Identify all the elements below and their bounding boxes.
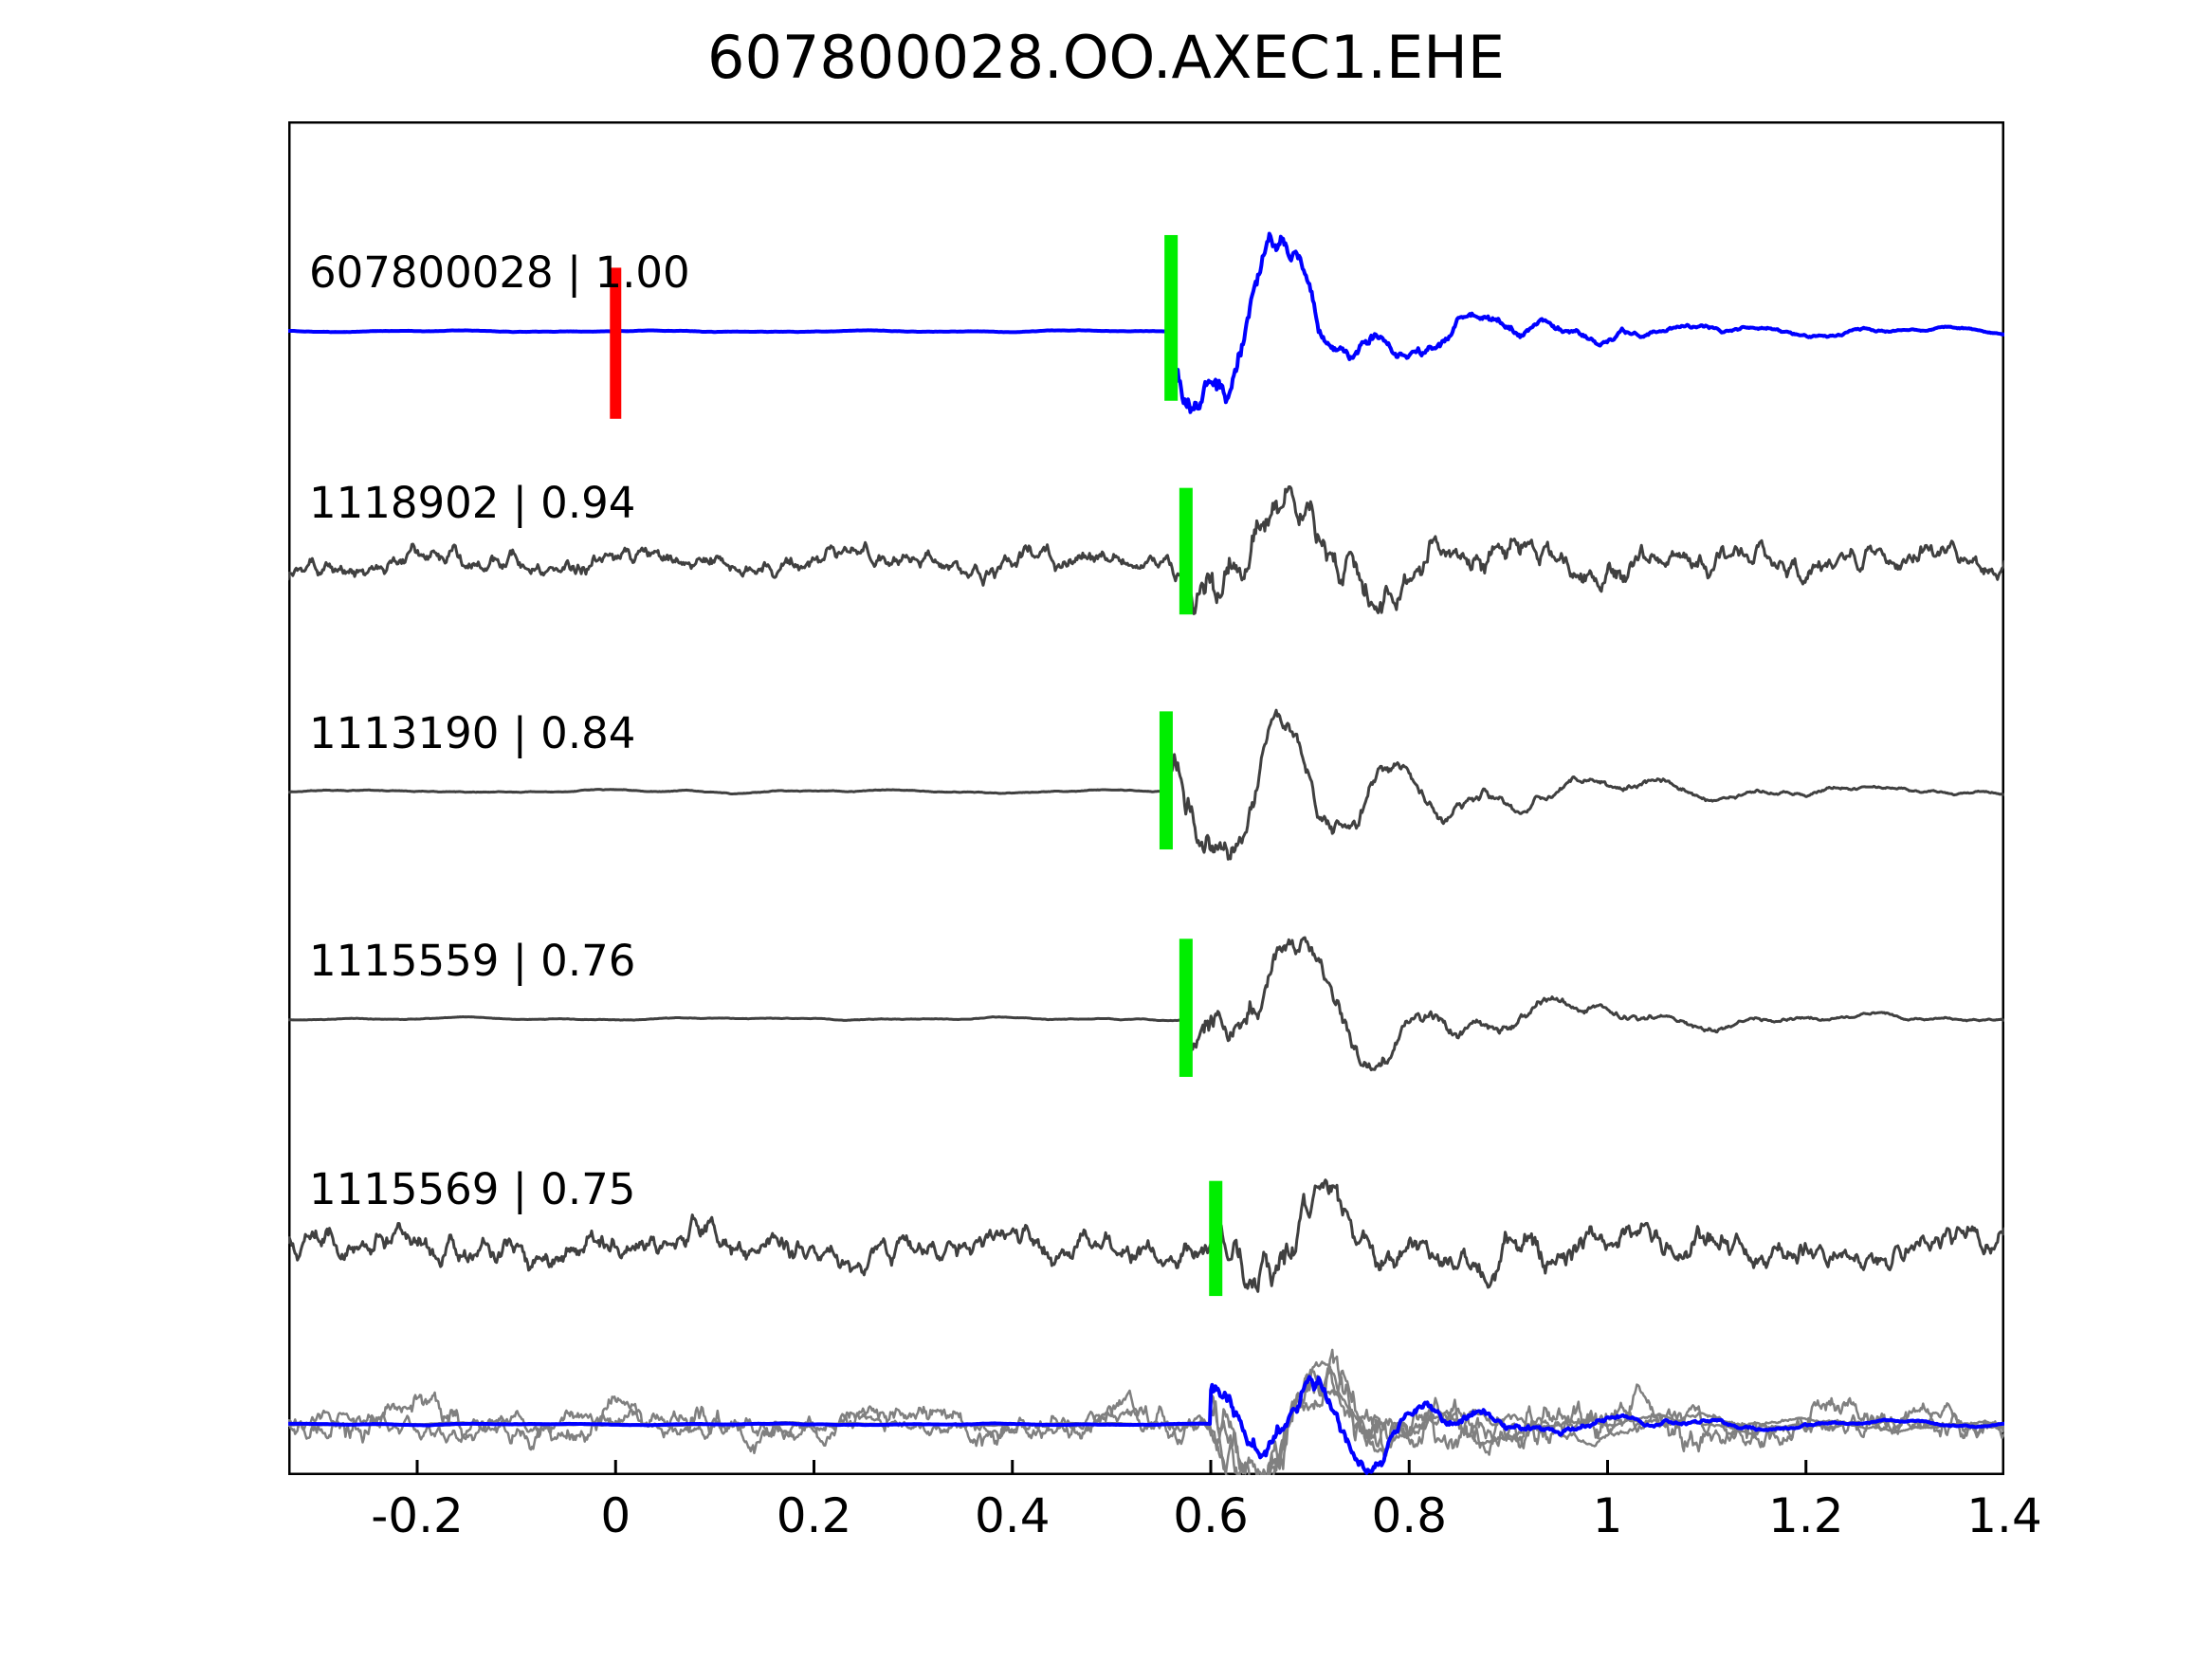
x-tick-label: 0.2 [776,1488,852,1543]
waveform-trace-1115559 [288,936,2004,1073]
detection-pick-marker-1115559 [1179,939,1193,1077]
x-tick-label: 1.4 [1966,1488,2042,1543]
detection-pick-marker-1115569 [1209,1180,1223,1297]
overlay-trace-1115569 [288,1348,2004,1475]
trace-label-607800028: 607800028 | 1.00 [309,247,690,299]
x-tick-label: -0.2 [371,1488,464,1543]
trace-label-1115569: 1115569 | 0.75 [309,1164,636,1215]
x-tick-label: 0 [600,1488,631,1543]
x-tick-label: 1.2 [1767,1488,1844,1543]
page-title: 607800028.OO.AXEC1.EHE [707,23,1505,92]
x-tick-label: 1 [1592,1488,1623,1543]
waveform-trace-1118902 [288,485,2004,615]
trace-label-1113190: 1113190 | 0.84 [309,707,636,758]
waveform-plot [288,121,2004,1475]
reference-pick-marker-607800028 [610,267,622,419]
waveform-trace-1115569 [288,1178,2004,1293]
x-tick-label: 0.8 [1371,1488,1448,1543]
x-tick-label: 0.4 [974,1488,1051,1543]
detection-pick-marker-1118902 [1179,487,1193,615]
plot-frame [288,121,2004,1475]
trace-label-1115559: 1115559 | 0.76 [309,935,636,986]
detection-pick-marker-607800028 [1164,234,1179,401]
waveform-trace-1113190 [288,708,2004,861]
trace-label-1118902: 1118902 | 0.94 [309,478,636,529]
x-axis-tick-labels: -0.2 0 0.2 0.4 0.6 0.8 1 1.2 1.4 [288,1488,2042,1564]
overlay-trace-template [288,1375,2004,1475]
waveform-trace-607800028 [288,231,2004,414]
overlay-trace-1118902 [288,1365,2004,1475]
plot-area: 607800028 | 1.00 1118902 | 0.94 1113190 | … [288,121,2004,1475]
x-tick-label: 0.6 [1173,1488,1249,1543]
detection-pick-marker-1113190 [1159,711,1173,850]
overlay-trace-1113190 [288,1360,2004,1475]
